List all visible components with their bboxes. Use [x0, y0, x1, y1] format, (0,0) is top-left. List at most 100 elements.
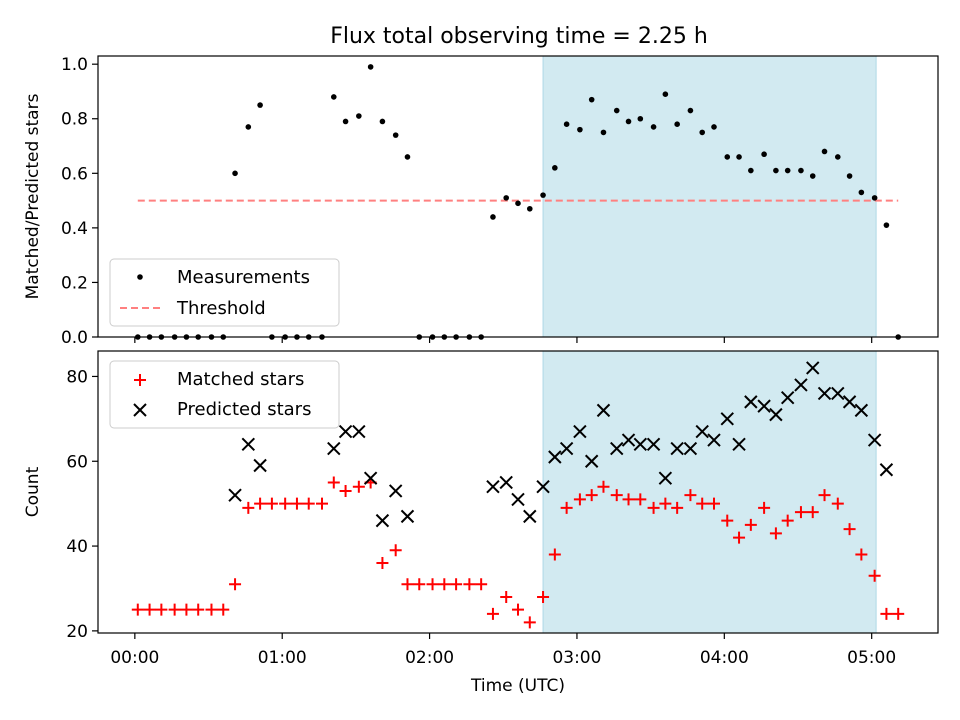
matched-star-point: [316, 497, 328, 510]
measurement-point: [503, 195, 510, 201]
predicted-star-point: [375, 513, 390, 528]
predicted-star-point: [596, 403, 611, 418]
matched-star-point: [401, 578, 414, 591]
predicted-star-point: [720, 412, 734, 426]
matched-star-point: [769, 527, 782, 540]
predicted-star-point: [683, 441, 698, 456]
bot-xtick-label: 01:00: [258, 648, 307, 668]
matched-star-point: [781, 514, 794, 527]
measurement-point: [257, 102, 263, 108]
matched-star-point: [486, 607, 499, 620]
predicted-star-point: [511, 492, 525, 507]
matched-star-point: [352, 480, 365, 493]
predicted-star-point: [499, 475, 513, 490]
measurement-point: [356, 113, 362, 119]
measurement-point: [540, 192, 546, 198]
matched-star-point: [217, 603, 230, 616]
predicted-star-point: [757, 399, 771, 413]
measurement-point: [552, 165, 558, 171]
top-ytick-label: 0.0: [61, 328, 88, 348]
matched-star-point: [500, 590, 513, 603]
measurement-point: [613, 107, 620, 114]
bottom-panel: 20 40 60 80 00:00 01:00 02:00 03:00 04:00 05:00 C…: [23, 350, 939, 696]
measurement-point: [761, 151, 767, 158]
predicted-star-point: [352, 424, 366, 439]
predicted-star-point: [831, 386, 845, 401]
bottom-legend: Matched stars Predicted stars: [109, 360, 340, 429]
matched-star-point: [831, 497, 844, 510]
bottom-axis-ticks: 20 40 60 80 00:00 01:00 02:00 03:00 04:00 05:00: [66, 367, 896, 668]
measurement-point: [748, 167, 754, 174]
matched-star-point: [684, 489, 697, 502]
measurement-point: [871, 195, 878, 201]
measurement-point: [711, 124, 717, 130]
matched-star-point: [806, 506, 819, 519]
measurement-point: [515, 200, 521, 207]
predicted-star-point: [400, 509, 415, 524]
predicted-star-point: [621, 433, 636, 447]
bottom-ylabel: Count: [23, 466, 43, 517]
top-ytick-label: 0.2: [61, 273, 88, 293]
predicted-star-point: [744, 395, 758, 409]
predicted-star-point: [658, 471, 673, 485]
bottom-axes-frame: [97, 350, 939, 634]
measurement-point: [637, 115, 644, 122]
predicted-star-point: [241, 437, 256, 452]
measurement-point: [809, 173, 816, 179]
measurement-point: [404, 154, 411, 160]
measurement-point: [367, 64, 374, 70]
matched-star-point: [180, 603, 193, 616]
measurement-point: [834, 154, 841, 160]
measurement-point: [588, 96, 595, 103]
measurement-point: [798, 167, 804, 174]
legend-matched-marker: [134, 374, 146, 386]
matched-star-point: [450, 578, 463, 591]
bot-xtick-label: 00:00: [110, 648, 159, 668]
predicted-star-point: [363, 471, 378, 485]
bottom-xlabel: Time (UTC): [470, 676, 565, 696]
matched-star-point: [463, 578, 476, 591]
matched-star-point: [794, 506, 807, 519]
matched-star-point: [413, 578, 426, 591]
matched-star-point: [131, 603, 144, 616]
matched-star-point: [302, 497, 315, 510]
predicted-star-point: [523, 509, 537, 524]
predicted-star-point: [854, 403, 869, 418]
measurement-point: [600, 129, 607, 136]
predicted-star-point: [536, 479, 550, 494]
legend-measurements-label: Measurements: [177, 267, 310, 288]
matched-star-point: [512, 603, 524, 616]
matched-star-point: [279, 497, 292, 510]
matched-star-point: [327, 476, 340, 489]
measurement-point: [846, 173, 853, 179]
predicted-star-point: [253, 458, 267, 473]
predicted-stars-points: [228, 361, 894, 528]
matched-star-point: [758, 501, 771, 514]
top-ytick-label: 0.4: [61, 219, 88, 239]
measurement-point: [577, 126, 583, 133]
predicted-star-point: [769, 407, 783, 422]
matched-star-point: [192, 603, 205, 616]
bot-xtick-label: 04:00: [700, 648, 749, 668]
matched-star-point: [721, 514, 734, 527]
measurement-point: [526, 205, 533, 212]
top-observing-span: [542, 55, 877, 338]
top-axes-frame: [97, 55, 939, 338]
measurement-point: [858, 189, 865, 196]
measurement-point: [625, 118, 632, 125]
top-ylabel: Matched/Predicted stars: [23, 93, 43, 299]
measurement-point: [687, 107, 694, 114]
matched-star-point: [892, 607, 905, 620]
measurement-point: [674, 121, 680, 128]
predicted-star-point: [388, 484, 403, 498]
bot-xtick-label: 05:00: [847, 648, 896, 668]
matched-star-point: [597, 480, 610, 493]
matched-star-point: [143, 603, 156, 616]
matched-star-point: [242, 501, 255, 514]
matched-star-point: [585, 489, 598, 502]
figure-title: Flux total observing time = 2.25 h: [330, 24, 708, 49]
predicted-star-point: [548, 450, 562, 464]
matched-star-point: [622, 493, 635, 506]
matched-star-point: [229, 578, 242, 591]
